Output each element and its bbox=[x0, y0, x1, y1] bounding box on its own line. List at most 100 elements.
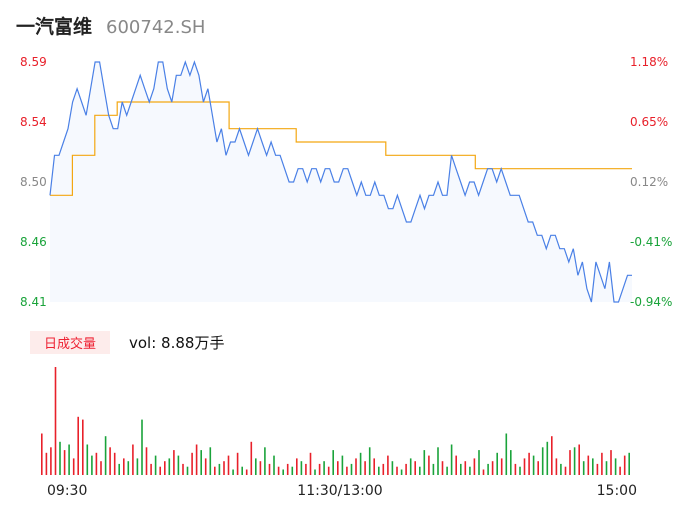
volume-bar bbox=[72, 458, 75, 475]
volume-bar bbox=[528, 452, 530, 475]
volume-bar bbox=[560, 463, 562, 475]
volume-bar bbox=[314, 469, 316, 475]
price-series bbox=[49, 60, 632, 303]
volume-bar bbox=[255, 458, 257, 475]
percent-tick: -0.41% bbox=[630, 235, 672, 249]
volume-bar bbox=[573, 447, 576, 475]
volume-bar bbox=[569, 450, 571, 475]
volume-bar bbox=[519, 466, 521, 475]
volume-bar bbox=[523, 458, 526, 475]
volume-bar bbox=[54, 367, 57, 475]
price-area bbox=[50, 62, 632, 302]
volume-bar bbox=[182, 463, 184, 475]
volume-bar bbox=[582, 461, 585, 475]
volume-bar bbox=[346, 466, 348, 475]
volume-bar bbox=[204, 458, 207, 475]
volume-bar bbox=[286, 463, 289, 475]
percent-tick: 0.12% bbox=[630, 175, 668, 189]
price-tick: 8.46 bbox=[20, 235, 47, 249]
volume-bar bbox=[168, 458, 171, 475]
volume-bar bbox=[537, 461, 539, 475]
volume-bar bbox=[150, 463, 152, 475]
volume-bar bbox=[605, 461, 608, 475]
volume-bar bbox=[177, 455, 180, 475]
volume-bar bbox=[159, 466, 161, 475]
volume-bar bbox=[300, 461, 303, 475]
volume-bar bbox=[123, 458, 125, 475]
volume-bar bbox=[446, 466, 448, 475]
price-tick: 8.54 bbox=[20, 115, 47, 129]
volume-bar bbox=[437, 447, 439, 475]
price-area-fill bbox=[50, 62, 632, 302]
volume-bar bbox=[355, 458, 357, 475]
stock-header: 一汽富维 600742.SH bbox=[16, 12, 205, 40]
volume-bar bbox=[551, 436, 553, 475]
volume-bar bbox=[341, 455, 344, 475]
volume-bar bbox=[195, 444, 198, 475]
volume-bar bbox=[450, 444, 453, 475]
volume-value: vol: 8.88万手 bbox=[129, 334, 225, 352]
volume-bar bbox=[400, 469, 403, 475]
volume-bars bbox=[41, 367, 630, 475]
volume-bar bbox=[473, 458, 476, 475]
volume-bar bbox=[391, 461, 394, 475]
percent-tick: 0.65% bbox=[630, 115, 668, 129]
price-axis: 8.59 8.54 8.50 8.46 8.41 bbox=[20, 55, 47, 309]
volume-bar bbox=[305, 463, 307, 475]
volume-bar bbox=[368, 447, 371, 475]
volume-bar bbox=[596, 463, 599, 475]
volume-bar bbox=[327, 466, 330, 475]
volume-bar bbox=[337, 461, 339, 475]
volume-bar bbox=[91, 455, 93, 475]
volume-bar bbox=[332, 450, 334, 475]
volume-bar bbox=[241, 466, 243, 475]
price-tick: 8.41 bbox=[20, 295, 47, 309]
volume-bar bbox=[460, 463, 462, 475]
volume-bar bbox=[601, 452, 603, 475]
volume-bar bbox=[496, 452, 498, 475]
volume-bar bbox=[296, 458, 298, 475]
time-axis: 09:30 11:30/13:00 15:00 bbox=[47, 483, 637, 499]
volume-tag[interactable]: 日成交量 bbox=[30, 331, 110, 354]
volume-bar bbox=[132, 444, 134, 475]
volume-bar bbox=[623, 455, 626, 475]
volume-bar bbox=[555, 458, 558, 475]
volume-bar bbox=[409, 458, 412, 475]
volume-bar bbox=[491, 461, 494, 475]
volume-bar bbox=[364, 461, 366, 475]
volume-bar bbox=[50, 447, 52, 475]
volume-bar bbox=[428, 455, 430, 475]
volume-bar bbox=[323, 461, 325, 475]
volume-bar bbox=[350, 463, 353, 475]
volume-bar bbox=[514, 463, 517, 475]
volume-bar bbox=[245, 469, 248, 475]
volume-bar bbox=[396, 466, 398, 475]
volume-bar bbox=[464, 461, 467, 475]
volume-bar bbox=[113, 452, 116, 475]
volume-bar bbox=[104, 436, 107, 475]
percent-tick: -0.94% bbox=[630, 295, 672, 309]
volume-bar bbox=[232, 469, 234, 475]
volume-bar bbox=[214, 466, 216, 475]
volume-bar bbox=[191, 452, 193, 475]
volume-bar bbox=[423, 450, 426, 475]
volume-bar bbox=[359, 452, 362, 475]
avg-series bbox=[49, 101, 632, 196]
volume-bar bbox=[77, 416, 79, 475]
volume-bar bbox=[482, 469, 485, 475]
volume-bar bbox=[469, 466, 471, 475]
price-tick: 8.59 bbox=[20, 55, 47, 69]
volume-bar bbox=[478, 450, 480, 475]
volume-bar bbox=[236, 452, 239, 475]
volume-bar bbox=[382, 463, 385, 475]
volume-bar bbox=[432, 463, 435, 475]
time-tick: 11:30/13:00 bbox=[297, 483, 382, 499]
volume-bar bbox=[250, 441, 253, 475]
volume-bar bbox=[218, 463, 221, 475]
percent-axis: 1.18% 0.65% 0.12% -0.41% -0.94% bbox=[630, 55, 672, 309]
volume-bar bbox=[441, 461, 444, 475]
volume-bar bbox=[587, 455, 590, 475]
volume-bar bbox=[45, 452, 48, 475]
volume-bar bbox=[68, 444, 70, 475]
